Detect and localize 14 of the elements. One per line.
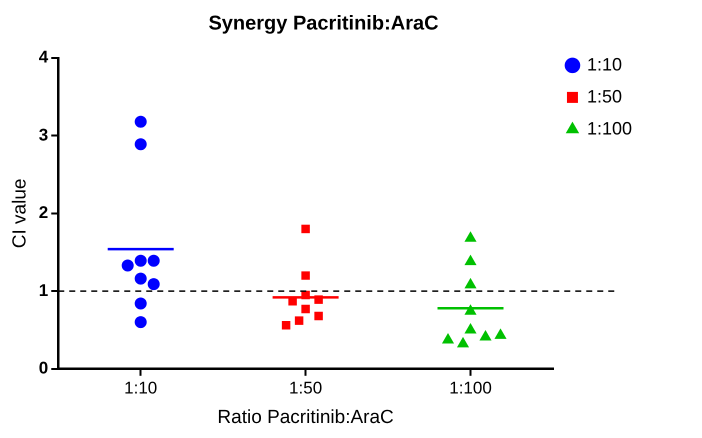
y-tick-label: 1 [38, 280, 48, 300]
x-tick-label: 1:50 [289, 378, 322, 398]
y-axis-title: CI value [10, 178, 31, 248]
x-tick-label: 1:100 [449, 378, 492, 398]
y-tick-label: 0 [38, 358, 48, 378]
x-tick-label: 1:10 [124, 378, 158, 398]
y-tick-label: 4 [38, 48, 49, 67]
chart-title: Synergy Pacritinib:AraC [208, 12, 439, 35]
x-axis-title: Ratio Pacritinib:AraC [217, 406, 394, 428]
y-tick-label: 2 [38, 203, 48, 222]
y-tick-label: 3 [38, 125, 48, 144]
legend-label: 1:100 [586, 118, 632, 138]
legend-label: 1:50 [586, 86, 622, 106]
legend-label: 1:10 [586, 54, 622, 74]
